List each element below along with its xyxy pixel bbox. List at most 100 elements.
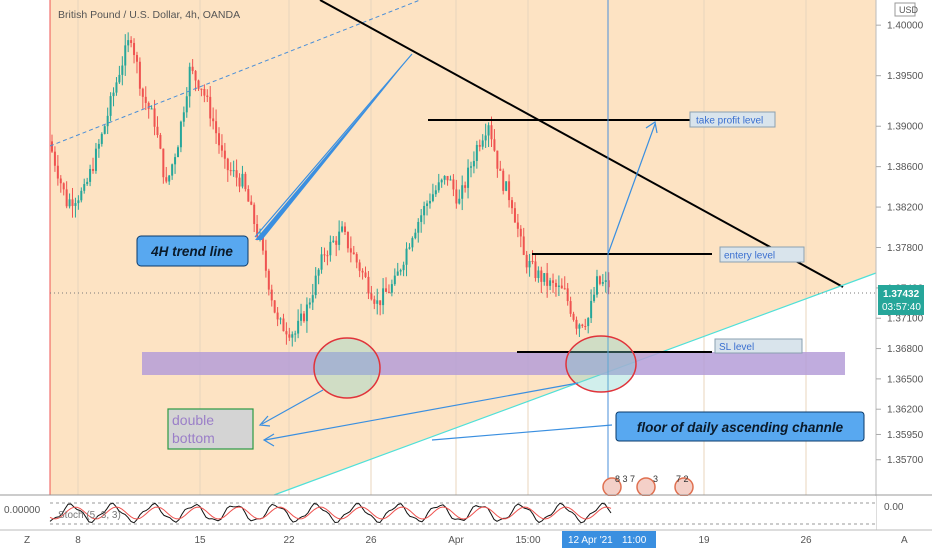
sl-box[interactable]: [714, 338, 803, 354]
candle-body: [53, 151, 56, 166]
double-bottom-right-ellipse[interactable]: [565, 335, 637, 393]
zoom-button[interactable]: Z: [24, 535, 30, 546]
candle-body: [288, 334, 291, 338]
stoch-label: Stoch (5, 3, 3): [58, 510, 121, 521]
candle-body: [546, 273, 549, 286]
candle-body: [513, 208, 516, 223]
candle-body: [543, 273, 546, 282]
candle-body: [185, 96, 188, 113]
candle-body: [165, 177, 168, 182]
floor-callout[interactable]: [615, 411, 865, 442]
arrow-to-take-profit[interactable]: [607, 123, 656, 255]
event-markers[interactable]: 8 3 7 3 7 2: [602, 474, 694, 497]
candle-body: [279, 318, 282, 320]
candle-body: [273, 300, 276, 313]
candle-body: [59, 178, 62, 184]
candle-body: [390, 284, 393, 293]
candle-body: [171, 164, 174, 176]
arrow-left-to-double-bottom[interactable]: [261, 389, 324, 425]
time-tick-label: 19: [698, 535, 710, 546]
candle-body: [94, 148, 97, 171]
price-tick-label: 1.39000: [887, 122, 924, 133]
candle-body: [276, 312, 279, 320]
candle-body: [587, 318, 590, 327]
candle-body: [408, 247, 411, 249]
candle-body: [560, 285, 563, 289]
candle-body: [270, 289, 273, 301]
candle-body: [176, 147, 179, 158]
candle-body: [223, 150, 226, 159]
candle-body: [130, 40, 133, 43]
candle-body: [420, 215, 423, 222]
descending-trend-line[interactable]: [319, 0, 844, 288]
candle-body: [144, 96, 147, 103]
candle-body: [338, 231, 341, 245]
price-tick-label: 1.37100: [887, 314, 924, 325]
time-tick-label: 8: [75, 535, 81, 546]
time-tick-label: 22: [283, 535, 295, 546]
take-profit-box[interactable]: [689, 111, 776, 128]
currency-box[interactable]: [894, 2, 916, 17]
candle-body: [235, 170, 238, 178]
last-price-tag[interactable]: [878, 285, 924, 315]
double-bottom-left-ellipse[interactable]: [313, 337, 381, 399]
candle-body: [115, 82, 118, 93]
candle-body: [549, 280, 552, 286]
candle-body: [595, 276, 598, 295]
take-profit-label: take profit level: [696, 116, 763, 127]
candle-body: [103, 126, 106, 134]
candle-body: [109, 96, 112, 116]
double-bottom-box[interactable]: [167, 408, 254, 450]
trend-line-callout[interactable]: [136, 235, 249, 267]
candle-body: [440, 179, 443, 183]
cursor-date-tag[interactable]: [562, 531, 656, 548]
candle-body: [402, 264, 405, 271]
candle-body: [379, 300, 382, 306]
candle-body: [92, 168, 95, 171]
chart-title: British Pound / U.S. Dollar, 4h, OANDA: [58, 9, 240, 21]
candle-body: [484, 135, 487, 141]
arrow-right-to-double-bottom[interactable]: [264, 382, 579, 441]
candle-body: [141, 88, 144, 97]
stop-loss-zone[interactable]: [142, 352, 845, 375]
trend-callout-tail: [255, 54, 412, 240]
candle-body: [552, 280, 555, 283]
price-tick-label: 1.40000: [887, 21, 924, 32]
double-bottom-line1: double: [172, 412, 214, 428]
price-axis-background: [876, 0, 932, 530]
candle-body: [505, 181, 508, 191]
candle-body: [528, 261, 531, 268]
arrow-floor-callout[interactable]: [431, 424, 613, 441]
price-tick-label: 1.38600: [887, 162, 924, 173]
candle-body: [247, 189, 250, 202]
candle-body: [496, 150, 499, 169]
candle-body: [341, 226, 344, 232]
candle-body: [56, 165, 59, 179]
candle-body: [311, 295, 314, 303]
candles-group: [51, 32, 610, 347]
candle-body: [385, 288, 388, 292]
candle-body: [297, 320, 300, 334]
event-label-3: 7 2: [676, 474, 689, 484]
candle-body: [332, 240, 335, 242]
candle-body: [77, 200, 80, 204]
candle-body: [71, 199, 74, 206]
dashed-trend-line[interactable]: [49, 0, 421, 147]
price-tick-label: 1.39500: [887, 71, 924, 82]
event-label-1: 8 3 7: [615, 474, 635, 484]
double-bottom-line2: bottom: [172, 430, 215, 446]
trend-callout-pointer[interactable]: [254, 53, 413, 238]
candle-body: [516, 222, 519, 229]
time-tick-label: Apr: [448, 535, 464, 546]
candle-body: [361, 270, 364, 273]
candle-body: [607, 280, 610, 288]
candle-body: [493, 139, 496, 151]
price-tick-label: 1.36200: [887, 405, 924, 416]
candle-body: [267, 270, 270, 290]
candle-body: [261, 235, 264, 251]
cursor-time: 11:00: [622, 535, 647, 546]
entry-box[interactable]: [719, 246, 805, 263]
arrowhead-take-profit: [645, 120, 658, 134]
auto-scale-button[interactable]: A: [901, 535, 908, 546]
